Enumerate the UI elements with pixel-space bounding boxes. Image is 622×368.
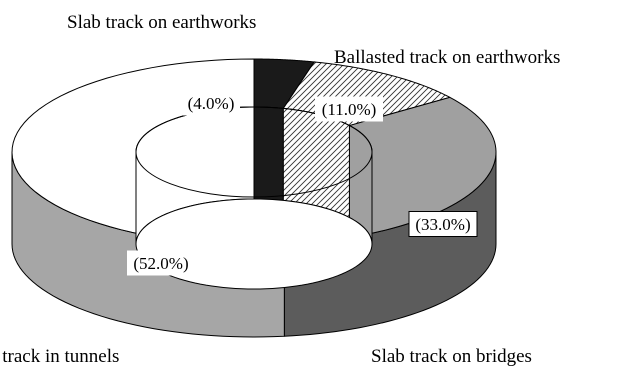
pct-label-box-0 xyxy=(182,90,240,116)
category-label-2: Slab track on bridges xyxy=(371,346,532,367)
donut-labels: (4.0%) (11.0%) (33.0%) (52.0%) Slab track on… xyxy=(0,12,560,367)
category-label-0: Slab track on earthworks xyxy=(67,12,256,33)
pct-label-0: (4.0%) xyxy=(188,94,235,113)
inner-wall-0 xyxy=(253,106,284,201)
pct-label-box-2 xyxy=(408,211,478,237)
category-label-1: Ballasted track on earthworks xyxy=(334,47,560,68)
inner-rim xyxy=(135,106,373,198)
pct-label-box-3 xyxy=(127,250,195,276)
pct-label-2: (33.0%) xyxy=(415,215,470,234)
category-label-3: b track in tunnels xyxy=(0,346,119,367)
pct-label-3: (52.0%) xyxy=(133,254,188,273)
donut-body xyxy=(11,58,497,338)
pct-label-1: (11.0%) xyxy=(322,100,377,119)
pct-label-box-1 xyxy=(315,96,383,122)
